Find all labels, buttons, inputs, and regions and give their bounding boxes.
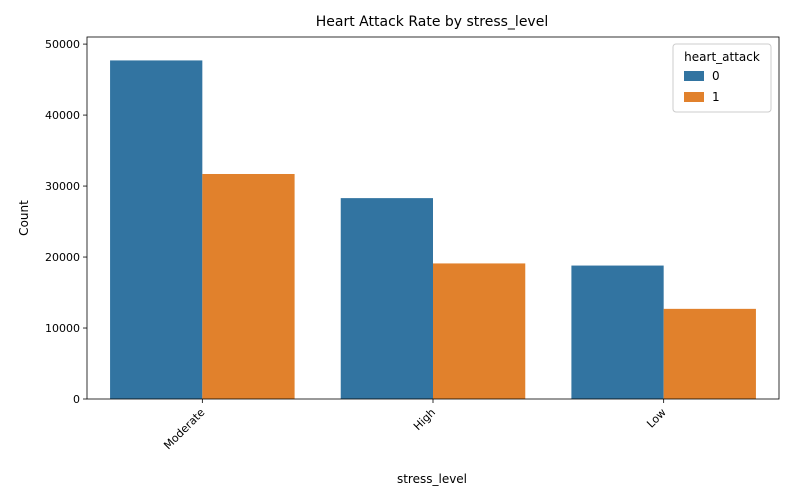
y-tick-label-20000: 20000 (45, 251, 80, 264)
bar-moderate-series-1 (202, 173, 295, 399)
x-tick-label-high: High (411, 406, 438, 433)
legend-label-1: 1 (712, 90, 720, 104)
plot-frame (86, 36, 780, 400)
x-axis-label: stress_level (397, 472, 467, 486)
bar-low-series-0 (571, 265, 664, 399)
y-tick-label-40000: 40000 (45, 109, 80, 122)
legend-swatch-0 (684, 71, 704, 81)
bar-high-series-0 (340, 198, 433, 399)
legend: heart_attack 0 1 (672, 43, 772, 113)
y-axis: 0 10000 20000 30000 40000 50000 (45, 38, 87, 406)
legend-title: heart_attack (684, 50, 760, 64)
y-tick-label-10000: 10000 (45, 322, 80, 335)
bars-group (110, 60, 756, 400)
y-tick-label-50000: 50000 (45, 38, 80, 51)
x-axis: Moderate High Low (161, 399, 669, 452)
chart-title: Heart Attack Rate by stress_level (316, 14, 548, 30)
legend-swatch-1 (684, 92, 704, 102)
y-tick-label-0: 0 (73, 393, 80, 406)
bar-low-series-1 (663, 308, 756, 399)
bar-high-series-1 (433, 263, 526, 399)
y-tick-label-30000: 30000 (45, 180, 80, 193)
y-axis-label: Count (17, 200, 31, 236)
x-tick-label-low: Low (644, 406, 669, 431)
x-tick-label-moderate: Moderate (161, 406, 207, 452)
bar-moderate-series-0 (110, 60, 203, 400)
legend-label-0: 0 (712, 69, 720, 83)
